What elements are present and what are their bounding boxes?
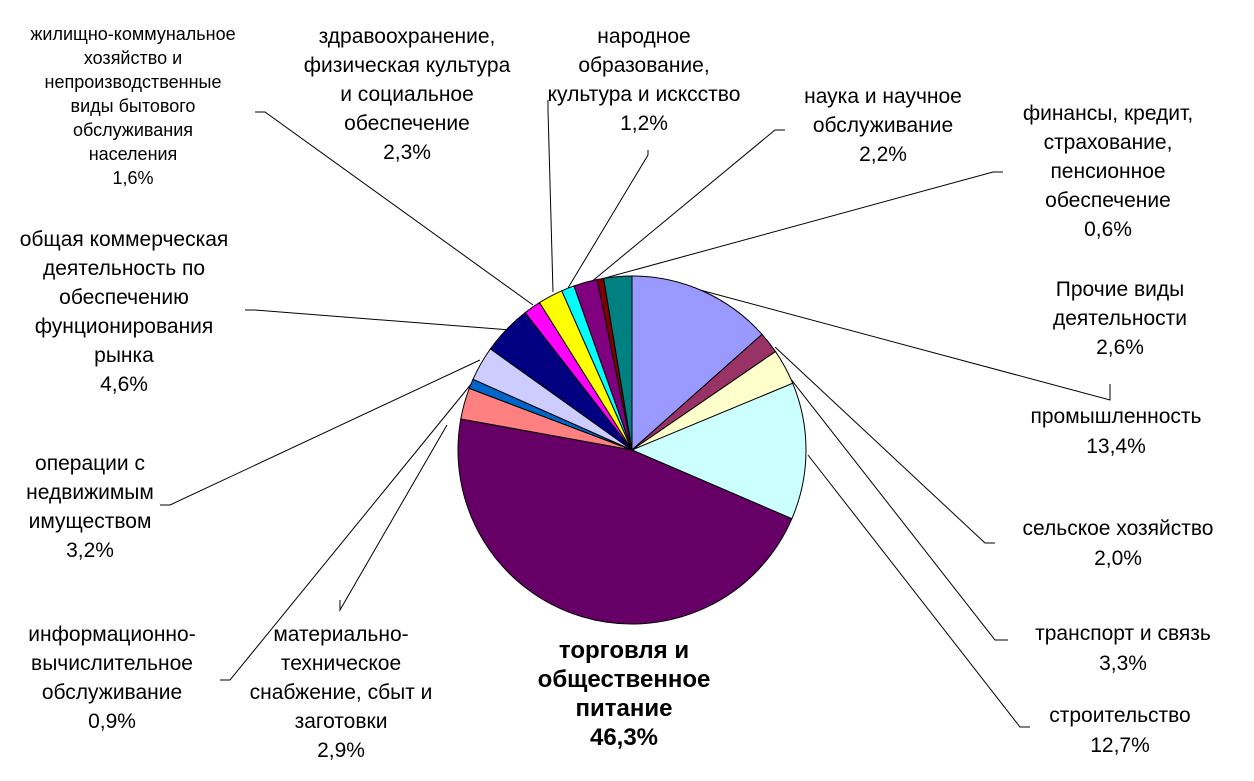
leader-line-13	[589, 129, 785, 284]
slice-label-line: операции с	[35, 452, 145, 475]
pie-slice-4	[630, 382, 807, 520]
slice-label-1: промышленность 13,4%	[1031, 405, 1202, 458]
slice-label-line: наука и научное	[804, 85, 962, 108]
slice-label-line: транспорт и связь	[1035, 622, 1211, 645]
slice-label-line: виды бытового	[71, 96, 196, 116]
slice-label-line: торговля и	[559, 637, 689, 664]
leader-line-8	[160, 359, 481, 506]
slice-label-line: снабжение, сбыт и	[250, 681, 433, 704]
slice-label-line: информационно-	[28, 623, 195, 646]
leader-line-6	[339, 424, 448, 612]
pie-slice-15	[603, 275, 633, 451]
slice-label-2: сельское хозяйство 2,0%	[1023, 517, 1214, 570]
slice-label-line: фунционирования	[35, 315, 214, 338]
slice-label-line: обслуживание	[42, 681, 182, 704]
slice-label-14: финансы, кредит, страхование, пенсионное об…	[1023, 102, 1193, 241]
slice-label-line: рынка	[94, 344, 154, 367]
slice-label-line: непроизводственные	[45, 72, 222, 92]
slice-label-line: 4,6%	[100, 373, 148, 396]
slice-label-4: строительство 12,7%	[1049, 704, 1190, 757]
slice-label-11: здравоохранение, физическая культура и соц…	[304, 25, 511, 164]
slice-label-line: пенсионное	[1050, 160, 1165, 183]
slice-label-line: страхование,	[1044, 131, 1173, 154]
slice-label-line: народное	[597, 25, 690, 48]
pie-slice-1	[631, 275, 763, 452]
slice-label-line: и социальное	[340, 83, 474, 106]
slice-label-15: Прочие виды деятельности 2,6%	[1053, 278, 1187, 359]
slice-label-5: торговля и общественное питание 46,3%	[538, 637, 711, 751]
pie-slice-5	[457, 418, 793, 625]
slice-label-13: наука и научное обслуживание 2,2%	[804, 85, 962, 166]
slice-label-line: 13,4%	[1086, 435, 1146, 458]
leader-line-2	[774, 346, 995, 544]
slice-label-line: физическая культура	[304, 54, 511, 77]
slice-label-line: 1,2%	[620, 112, 668, 135]
slice-label-7: информационно-вычислительное обслуживание…	[28, 623, 195, 733]
slice-label-line: населения	[89, 144, 178, 164]
leader-line-14	[604, 171, 1003, 279]
slice-label-line: 3,2%	[66, 539, 114, 562]
slice-label-line: здравоохранение,	[319, 25, 496, 48]
slice-label-line: обслуживания	[73, 120, 193, 140]
slice-label-line: образование,	[578, 54, 709, 77]
leader-line-4	[807, 454, 1030, 728]
slice-label-line: питание	[576, 695, 673, 722]
slice-label-12: народное образование, культура и исксство 1…	[548, 25, 741, 135]
slice-label-line: деятельности	[1053, 307, 1187, 330]
slice-label-line: 2,6%	[1096, 336, 1144, 359]
slice-label-line: обеспечение	[1045, 189, 1171, 212]
leader-line-3	[789, 377, 1008, 641]
pie-slices	[457, 275, 807, 625]
slice-label-line: обеспечению	[59, 286, 189, 309]
slice-label-line: 2,2%	[859, 143, 907, 166]
slice-label-line: 0,9%	[88, 710, 136, 733]
slice-label-6: материально-техническое снабжение, сбыт и…	[250, 623, 433, 762]
slice-label-line: 0,6%	[1084, 218, 1132, 241]
slice-label-line: промышленность	[1031, 405, 1202, 428]
slice-label-line: недвижимым	[26, 481, 154, 504]
slice-label-line: техническое	[281, 652, 401, 675]
slice-label-line: вычислительное	[31, 652, 193, 675]
slice-label-line: 2,3%	[383, 141, 431, 164]
slice-label-line: имуществом	[29, 510, 152, 533]
slice-label-line: обеспечение	[344, 112, 470, 135]
slice-label-line: материально-	[273, 623, 408, 646]
leader-line-11	[547, 100, 554, 293]
slice-label-3: транспорт и связь 3,3%	[1035, 622, 1211, 675]
slice-label-line: 46,3%	[590, 724, 658, 751]
slice-label-line: 2,9%	[317, 739, 365, 762]
slice-label-line: 3,3%	[1099, 652, 1147, 675]
leader-line-7	[220, 382, 473, 681]
slice-label-line: строительство	[1049, 704, 1190, 727]
leader-line-12	[567, 150, 649, 289]
slice-label-line: 1,6%	[112, 168, 153, 188]
slice-label-line: 2,0%	[1094, 547, 1142, 570]
slice-label-line: Прочие виды	[1056, 278, 1184, 301]
leader-line-9	[245, 309, 511, 331]
slice-label-line: 12,7%	[1090, 734, 1150, 757]
slice-label-10: жилищно-коммунальное хозяйство и непроизво…	[30, 24, 235, 188]
slice-label-9: общая коммерческая деятельность по обеспеч…	[20, 228, 229, 396]
slice-label-8: операции с недвижимым имуществом 3,2%	[26, 452, 154, 562]
leader-lines	[160, 100, 1111, 728]
slice-labels: промышленность 13,4% сельское хозяйство 2,0…	[20, 24, 1214, 762]
slice-label-line: финансы, кредит,	[1023, 102, 1193, 125]
slice-label-line: сельское хозяйство	[1023, 517, 1214, 540]
slice-label-line: обслуживание	[813, 114, 953, 137]
slice-label-line: заготовки	[295, 710, 388, 733]
slice-label-line: жилищно-коммунальное	[30, 24, 235, 44]
slice-label-line: хозяйство и	[84, 48, 182, 68]
slice-label-line: деятельность по	[43, 257, 205, 280]
slice-label-line: общая коммерческая	[20, 228, 229, 251]
leader-line-1	[699, 289, 1111, 401]
slice-label-line: общественное	[538, 666, 711, 693]
slice-label-line: культура и исксство	[548, 83, 741, 106]
leader-line-10	[255, 111, 534, 306]
